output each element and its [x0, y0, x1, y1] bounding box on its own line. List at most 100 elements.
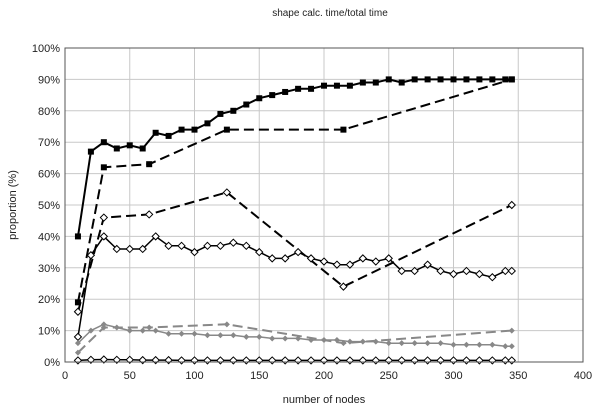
data-point [282, 335, 289, 342]
data-point [74, 299, 81, 306]
data-point [229, 238, 238, 247]
data-point [437, 76, 444, 83]
data-point [501, 266, 510, 276]
data-point [489, 341, 496, 348]
data-point [308, 337, 315, 344]
data-point [151, 355, 160, 365]
data-point [146, 161, 153, 168]
data-point [190, 247, 199, 257]
data-point [321, 337, 327, 344]
data-point [243, 333, 250, 340]
data-point [488, 356, 497, 365]
x-axis-label: number of nodes [283, 394, 366, 406]
data-point [502, 343, 509, 350]
data-point [359, 79, 366, 86]
data-point [74, 233, 81, 240]
data-point [178, 330, 185, 337]
data-point [423, 356, 432, 365]
data-point [164, 355, 173, 365]
data-point [223, 321, 230, 328]
series-line [77, 78, 512, 237]
data-point [319, 257, 329, 266]
data-point [74, 340, 81, 347]
data-point [146, 324, 153, 331]
x-tick-label: 400 [574, 370, 592, 382]
data-point [508, 343, 515, 350]
data-point [204, 120, 211, 127]
data-point [346, 82, 353, 89]
data-point [462, 356, 471, 365]
data-point [385, 76, 392, 83]
data-point [100, 324, 107, 331]
data-point [216, 356, 225, 365]
data-point [203, 241, 212, 251]
data-point [165, 132, 172, 139]
data-point [152, 327, 159, 334]
data-point [358, 356, 368, 365]
data-point [437, 340, 444, 347]
data-point [113, 324, 120, 331]
data-point [255, 356, 264, 365]
data-point [164, 241, 173, 251]
data-point [398, 79, 405, 86]
data-point [449, 269, 458, 279]
data-point [125, 244, 134, 254]
data-point [308, 85, 315, 92]
data-point [100, 164, 107, 171]
data-point [216, 241, 225, 251]
data-point [112, 244, 122, 254]
y-tick-label: 100% [32, 43, 60, 55]
data-point [475, 269, 484, 279]
data-point [178, 126, 185, 133]
data-point [411, 76, 418, 83]
data-point [293, 247, 303, 257]
data-point [410, 356, 419, 365]
data-point [269, 335, 276, 342]
data-point [333, 337, 340, 344]
series-3 [73, 188, 516, 316]
series-1 [74, 76, 515, 240]
x-axis-ticks: 0 50 100 150 200 250 300 350 400 [62, 370, 592, 382]
data-point [222, 188, 232, 197]
data-point [340, 126, 347, 133]
series-7 [73, 355, 516, 365]
data-point [144, 210, 154, 219]
data-point [306, 254, 316, 263]
data-point [100, 321, 107, 328]
data-point [463, 341, 470, 348]
data-point [217, 110, 224, 117]
plot-frame [64, 47, 584, 363]
data-point [450, 76, 457, 83]
data-point [319, 356, 329, 365]
data-point [371, 257, 381, 266]
y-tick-label: 90% [38, 74, 60, 86]
data-point [191, 126, 198, 133]
data-point [267, 254, 277, 263]
series-4 [73, 232, 516, 342]
x-tick-label: 250 [380, 370, 398, 382]
data-point [86, 251, 96, 260]
data-point [398, 340, 405, 347]
data-point [243, 101, 250, 108]
data-point [280, 356, 290, 365]
data-point [372, 338, 379, 345]
data-point [138, 244, 147, 254]
data-point [293, 356, 303, 365]
data-point [203, 356, 212, 365]
x-tick-label: 150 [250, 370, 268, 382]
data-point [256, 95, 263, 102]
data-point [87, 327, 94, 334]
data-point [99, 213, 109, 222]
data-point [332, 260, 342, 269]
data-point [126, 327, 133, 334]
data-point [345, 260, 355, 269]
y-tick-label: 50% [38, 200, 60, 212]
series-line [77, 191, 513, 313]
data-point [346, 338, 353, 345]
data-point [508, 327, 515, 334]
data-point [358, 254, 368, 263]
data-point [223, 126, 230, 133]
data-point [139, 145, 146, 152]
x-tick-label: 200 [315, 370, 333, 382]
